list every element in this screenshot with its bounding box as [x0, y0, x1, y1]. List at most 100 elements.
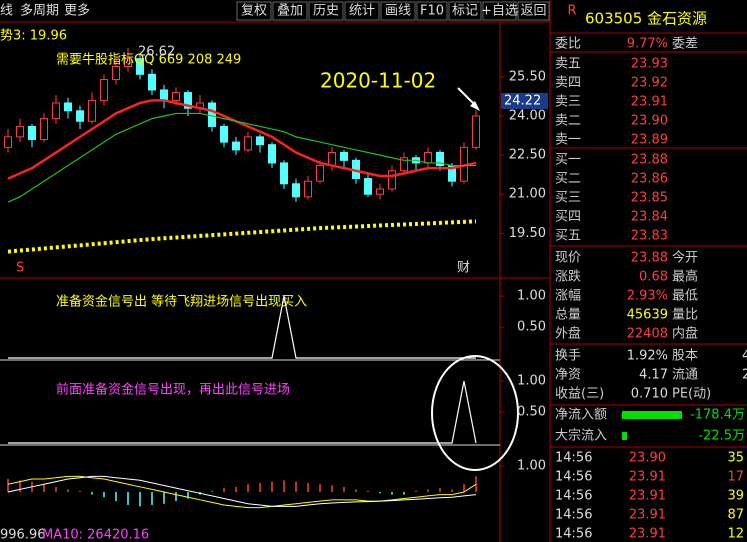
dea-line [7, 475, 477, 507]
trade-time: 14:56 [555, 527, 592, 542]
field-label: 外盘 [555, 326, 581, 342]
field-value: -22.5万 [698, 429, 745, 444]
field-value: 23.85 [631, 191, 668, 206]
field-label: PE(动) [672, 387, 711, 402]
field-value: 23.90 [631, 114, 668, 129]
field-value: 45639 [627, 308, 668, 323]
candle-body [88, 99, 96, 122]
candle-body [40, 118, 48, 140]
trade-volume: 12 [727, 527, 744, 542]
trade-volume: 17 [727, 470, 744, 485]
toolbar-button[interactable]: 画线 [385, 4, 411, 19]
field-label: 卖四 [555, 76, 581, 91]
signal-text: 准备资金信号出 等待飞翔进场信号出现买入 [56, 294, 307, 310]
field-label: 买四 [555, 210, 581, 225]
trade-price: 23.91 [629, 527, 666, 542]
y-tick-label: 24.00 [509, 109, 546, 124]
field-value: 23.93 [631, 57, 668, 72]
trade-time: 14:56 [555, 489, 592, 504]
field-value: 23.88 [631, 251, 668, 266]
button-frame [482, 1, 517, 21]
field-label: 净流入额 [555, 408, 607, 423]
arrow-head [470, 101, 480, 111]
field-label: 最低 [672, 289, 698, 304]
stock-name: 603505 金石资源 [585, 10, 707, 28]
field-value: 9.77% [627, 37, 668, 52]
menu-item[interactable]: 多周期 [20, 3, 59, 19]
ma-line [7, 112, 476, 203]
candle-body [52, 102, 60, 120]
candle-body [340, 152, 348, 161]
badge-box [568, 8, 577, 18]
button-frame [416, 1, 448, 21]
signal-line [8, 295, 476, 359]
y-tick-label: 0.50 [517, 405, 546, 420]
date-note: 2020-11-02 [320, 69, 436, 93]
button-frame [308, 1, 344, 21]
button-frame [448, 1, 482, 21]
candle-body [112, 65, 120, 81]
button-frame [380, 1, 416, 21]
candle-body [268, 144, 276, 164]
marker: S [16, 261, 24, 276]
candle-body [436, 152, 444, 167]
flow-bar [622, 411, 682, 419]
candle-body [76, 110, 84, 122]
button-frame [272, 1, 308, 21]
field-value: 4 [742, 349, 747, 364]
field-label: 今开 [672, 250, 698, 266]
toolbar-button[interactable]: 复权 [241, 3, 267, 19]
field-label: 最高 [672, 269, 698, 285]
trade-price: 23.91 [629, 489, 666, 504]
candle-body [100, 79, 108, 101]
candle-body [328, 152, 336, 167]
badge: R [567, 4, 576, 19]
field-label: 大宗流入 [555, 428, 607, 444]
field-label: 净资 [555, 368, 581, 383]
menu-item[interactable]: 线 [0, 4, 13, 19]
candle-body [172, 92, 180, 101]
trade-time: 14:56 [555, 470, 592, 485]
candle-body [388, 170, 396, 190]
candle-body [184, 92, 192, 109]
y-tick-label: 0.50 [517, 320, 546, 335]
trade-volume: 87 [727, 508, 744, 523]
toolbar-button[interactable]: 标记 [452, 4, 478, 19]
field-value: 23.84 [631, 210, 668, 225]
field-value: 4.17 [639, 368, 668, 383]
candle-body [136, 58, 144, 75]
field-value: 23.83 [631, 229, 668, 244]
trade-volume: 35 [727, 451, 744, 466]
menu-item[interactable]: 更多 [64, 3, 90, 19]
candle-body [376, 188, 384, 195]
field-value: 22408 [627, 327, 668, 342]
field-label: 量比 [672, 308, 698, 323]
highlight-ellipse [431, 355, 519, 471]
toolbar-button[interactable]: 历史 [313, 4, 339, 19]
toolbar-button[interactable]: 叠加 [277, 4, 303, 19]
toolbar-button[interactable]: 返回 [520, 4, 546, 19]
candle-body [148, 73, 156, 91]
toolbar-button[interactable]: +自选 [481, 4, 518, 19]
ma-line [7, 219, 477, 254]
toolbar-button[interactable]: F10 [420, 4, 444, 19]
y-tick-label: 21.00 [509, 187, 546, 202]
trade-time: 14:56 [555, 451, 592, 466]
y-tick-label: 25.50 [509, 69, 546, 84]
field-label: 流通 [672, 368, 698, 383]
ad-text: 需要牛股指标QQ 669 208 249 [56, 53, 241, 68]
field-label: 收益(三) [555, 387, 604, 402]
trade-price: 23.91 [629, 470, 666, 485]
candle-body [124, 58, 132, 67]
indicator-label: 势3: 19.96 [0, 28, 67, 44]
candle-body [208, 102, 216, 127]
candle-body [16, 125, 24, 138]
footer-label: 996.96 [0, 528, 46, 542]
candle-body [400, 157, 408, 172]
field-label: 涨跌 [555, 269, 581, 285]
price-tag-box [501, 93, 548, 109]
field-label: 卖二 [555, 114, 581, 129]
toolbar-button[interactable]: 统计 [349, 4, 375, 19]
y-tick-label: 1.00 [517, 374, 546, 389]
